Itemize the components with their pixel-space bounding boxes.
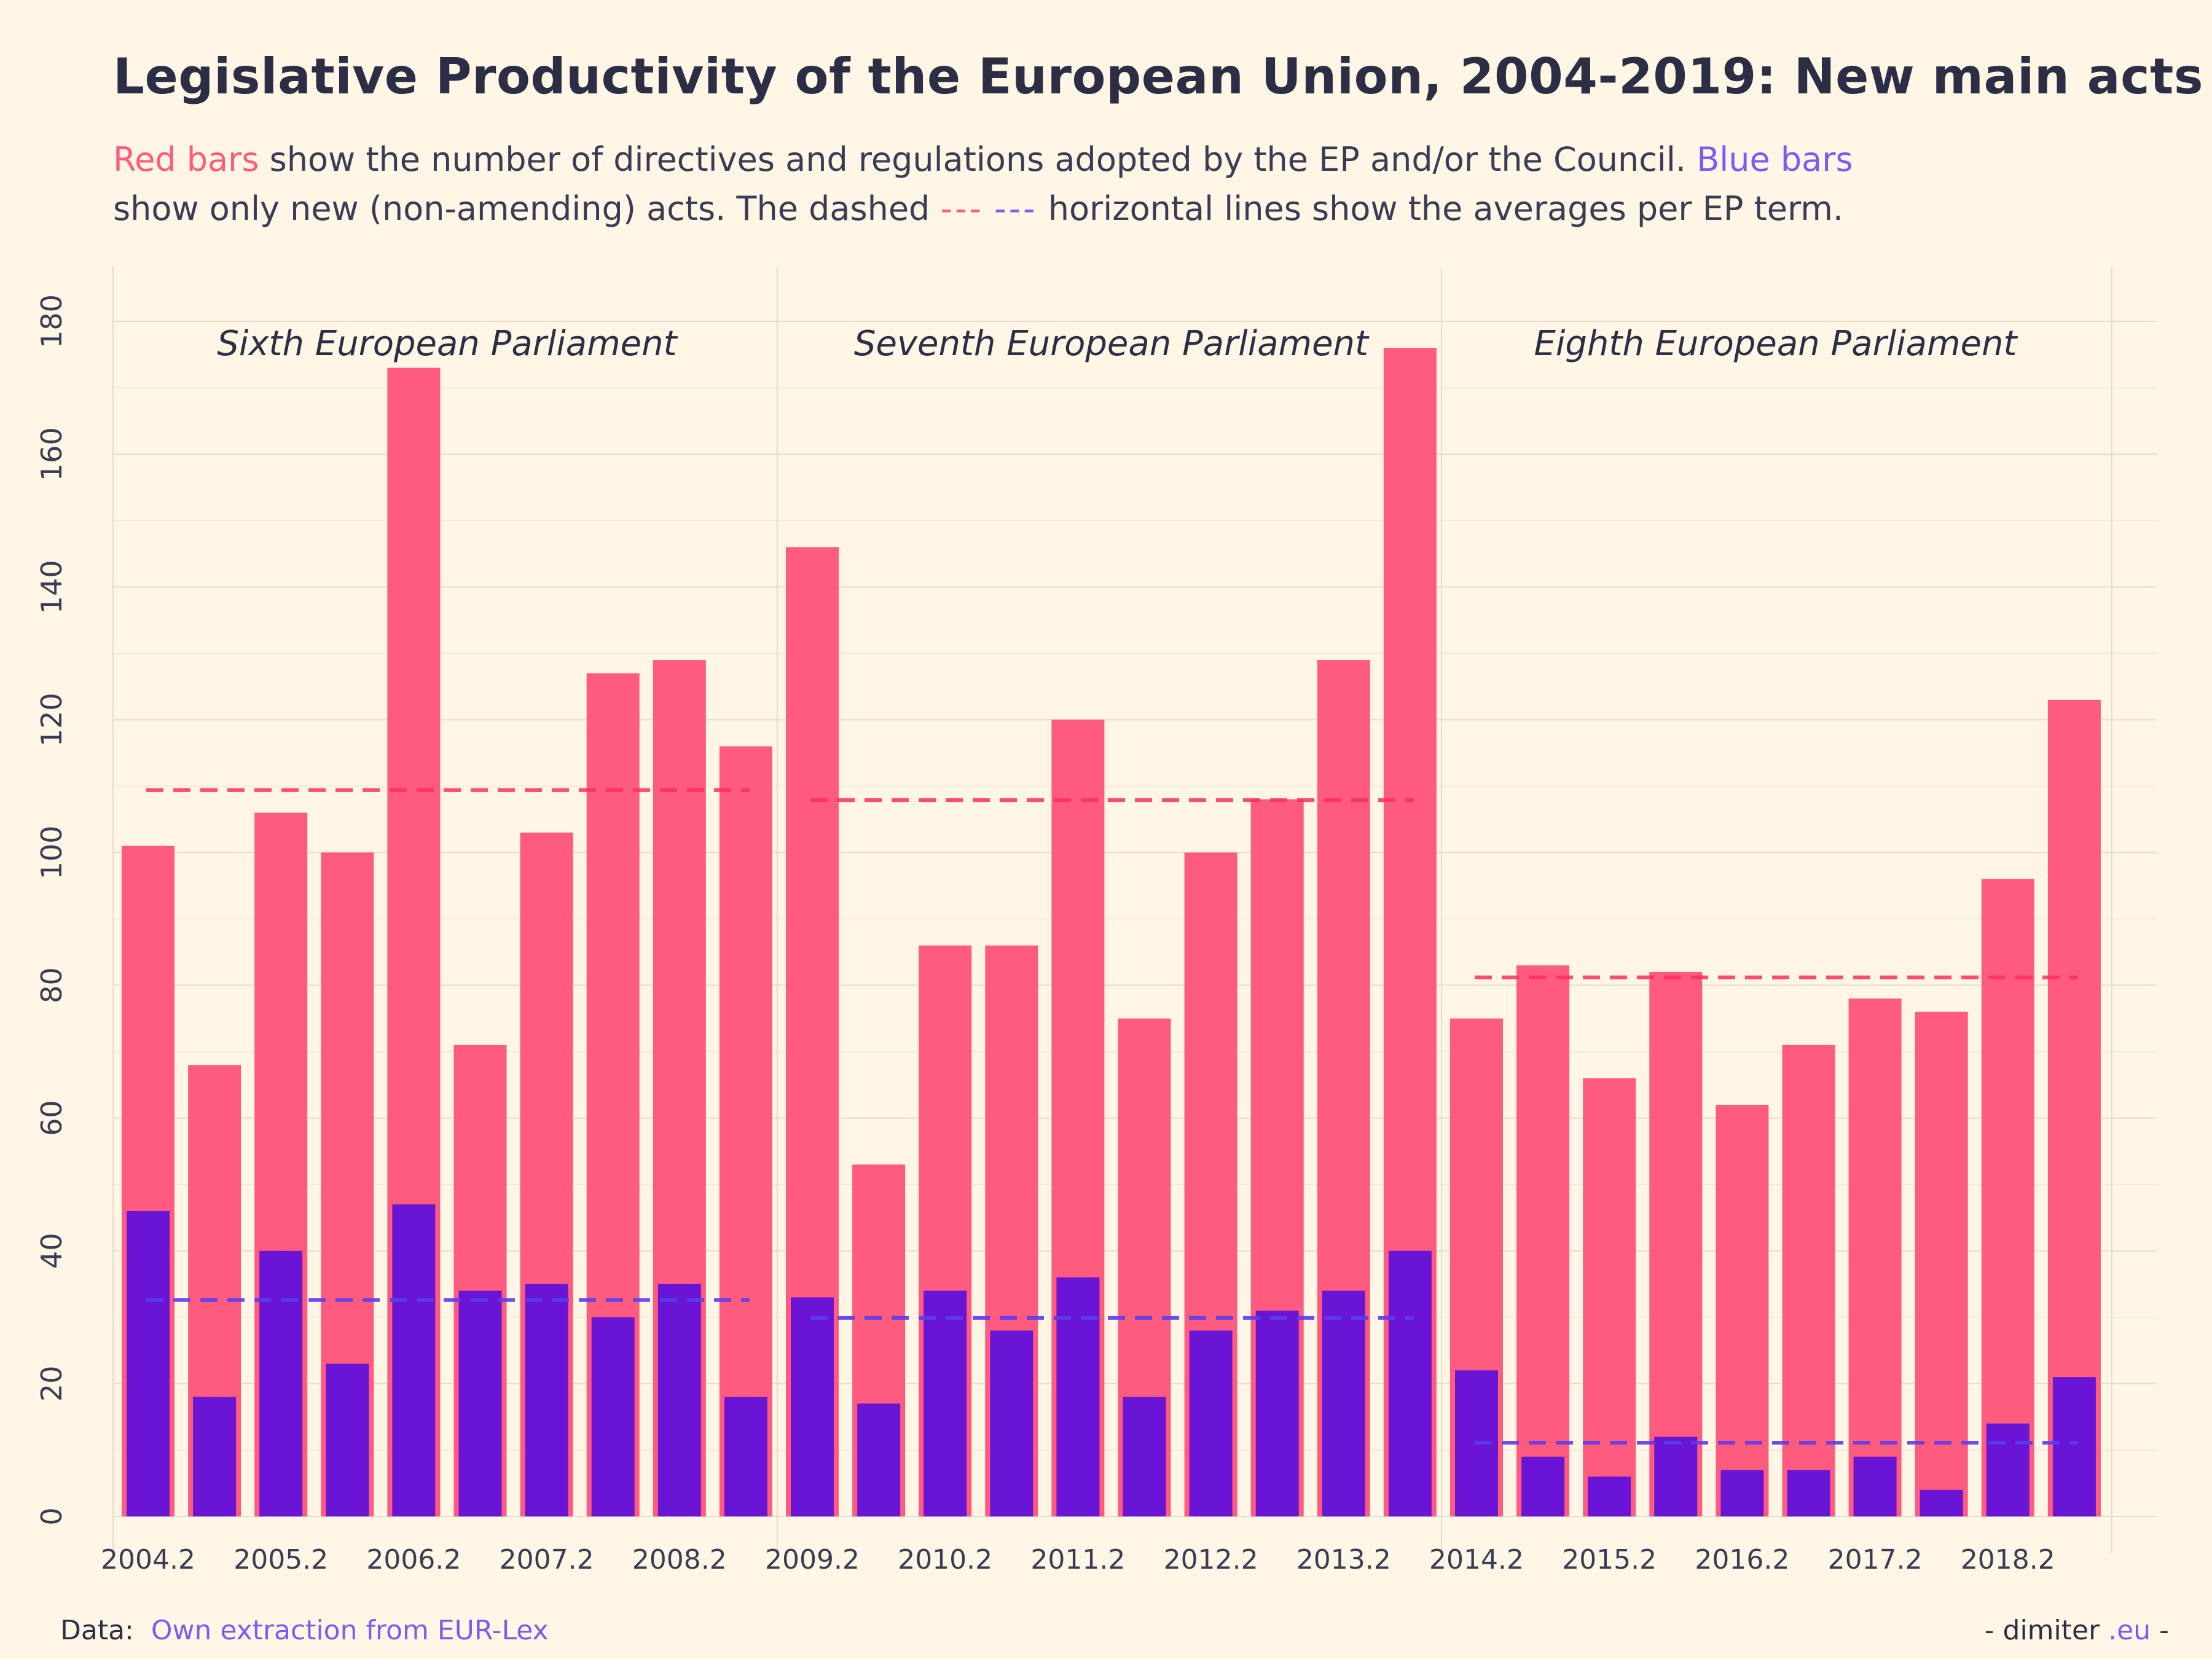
red-bar [1915, 1011, 1968, 1516]
y-tick-label: 20 [35, 1366, 68, 1402]
credit: - dimiter .eu - [1985, 1615, 2169, 1646]
x-tick-label: 2016.2 [1695, 1544, 1789, 1575]
subtitle-text-3: horizontal lines show the averages per E… [1037, 189, 1844, 228]
credit-prefix: - dimiter [1984, 1615, 2100, 1646]
blue-bar [1853, 1456, 1897, 1516]
blue-bar [525, 1284, 568, 1516]
blue-bar [1654, 1437, 1698, 1516]
x-tick-label: 2011.2 [1030, 1544, 1125, 1575]
blue-bar [724, 1397, 767, 1516]
x-tick-label: 2008.2 [632, 1544, 727, 1575]
blue-bar [1521, 1456, 1565, 1516]
y-tick-label: 140 [35, 560, 68, 614]
y-tick-label: 100 [35, 826, 68, 880]
blue-bar [591, 1317, 635, 1516]
red-bar [719, 746, 772, 1516]
chart-title: Legislative Productivity of the European… [113, 48, 2203, 105]
term-labels: Sixth European Parliament Seventh Europea… [217, 324, 2018, 364]
x-tick-label: 2007.2 [500, 1544, 594, 1575]
x-tick-label: 2017.2 [1828, 1544, 1923, 1575]
blue-bar [2052, 1377, 2096, 1516]
blue-bar [1322, 1290, 1365, 1516]
blue-bar [127, 1210, 170, 1516]
x-tick-label: 2006.2 [366, 1544, 461, 1575]
blue-bar [1920, 1489, 1963, 1516]
x-tick-label: 2004.2 [101, 1544, 195, 1575]
red-bar [1516, 965, 1570, 1516]
x-tick-labels: 2004.2 2005.2 2006.2 2007.2 2008.2 2009.2 2010… [101, 1544, 2055, 1575]
blue-bar [1189, 1330, 1233, 1516]
y-tick-label: 80 [35, 967, 68, 1003]
blue-bar [657, 1284, 701, 1516]
y-tick-labels: 0 20 40 60 80 100 120 140 160 180 [35, 294, 68, 1526]
y-tick-label: 60 [35, 1100, 68, 1136]
subtitle-red-label: Red bars [113, 140, 259, 179]
y-tick-label: 120 [35, 692, 68, 747]
blue-bar [857, 1403, 901, 1516]
x-tick-label: 2015.2 [1562, 1544, 1657, 1575]
y-tick-label: 0 [35, 1507, 68, 1525]
blue-bar [990, 1330, 1033, 1516]
subtitle-dash-blue: --- [994, 189, 1038, 228]
blue-bar [1986, 1423, 2030, 1516]
blue-bar [193, 1397, 237, 1516]
term-label: Eighth European Parliament [1534, 324, 2018, 364]
blue-bar [1588, 1477, 1631, 1516]
blue-bar [1056, 1277, 1100, 1516]
subtitle-line-1: Red bars show the number of directives a… [113, 140, 1853, 179]
blue-bar [1388, 1250, 1432, 1516]
x-tick-label: 2012.2 [1164, 1544, 1258, 1575]
subtitle-text-1: show the number of directives and regula… [259, 140, 1697, 179]
term-label: Seventh European Parliament [854, 324, 1370, 364]
blue-bar [259, 1250, 303, 1516]
term-label: Sixth European Parliament [217, 324, 678, 364]
x-tick-label: 2009.2 [765, 1544, 860, 1575]
x-tick-label: 2014.2 [1429, 1544, 1524, 1575]
subtitle-blue-label: Blue bars [1696, 140, 1853, 179]
blue-bar [1787, 1470, 1830, 1516]
average-lines [146, 788, 2078, 1445]
red-bar [1716, 1105, 1769, 1516]
red-bar [1981, 879, 2034, 1516]
credit-suffix: - [2151, 1615, 2169, 1646]
x-tick-label: 2018.2 [1961, 1544, 2055, 1575]
red-bar [1583, 1078, 1636, 1516]
red-bar [1848, 998, 1902, 1516]
blue-bar [924, 1290, 967, 1516]
blue-bar [1255, 1311, 1299, 1516]
subtitle-dash-red: --- [940, 189, 984, 228]
blue-bar [326, 1363, 369, 1516]
blue-bar [1123, 1397, 1166, 1516]
data-source: Data: Own extraction from EUR-Lex [60, 1615, 549, 1646]
x-tick-label: 2005.2 [233, 1544, 328, 1575]
blue-bar [458, 1290, 502, 1516]
subtitle-line-2: show only new (non-amending) acts. The d… [113, 189, 1843, 228]
blue-bar [791, 1297, 834, 1516]
x-tick-label: 2010.2 [898, 1544, 992, 1575]
blue-bar [1720, 1470, 1764, 1516]
y-tick-label: 180 [35, 294, 68, 348]
y-tick-label: 160 [35, 427, 68, 481]
blue-bar [392, 1204, 436, 1516]
red-bar [1649, 971, 1703, 1516]
y-tick-label: 40 [35, 1233, 68, 1269]
data-source-link[interactable]: Own extraction from EUR-Lex [151, 1615, 549, 1646]
data-label: Data: [60, 1615, 134, 1646]
red-bar [1782, 1045, 1835, 1516]
blue-bars [127, 1204, 2096, 1516]
subtitle-text-2: show only new (non-amending) acts. The d… [113, 189, 941, 228]
x-tick-label: 2013.2 [1296, 1544, 1391, 1575]
credit-domain[interactable]: .eu [2108, 1615, 2151, 1646]
